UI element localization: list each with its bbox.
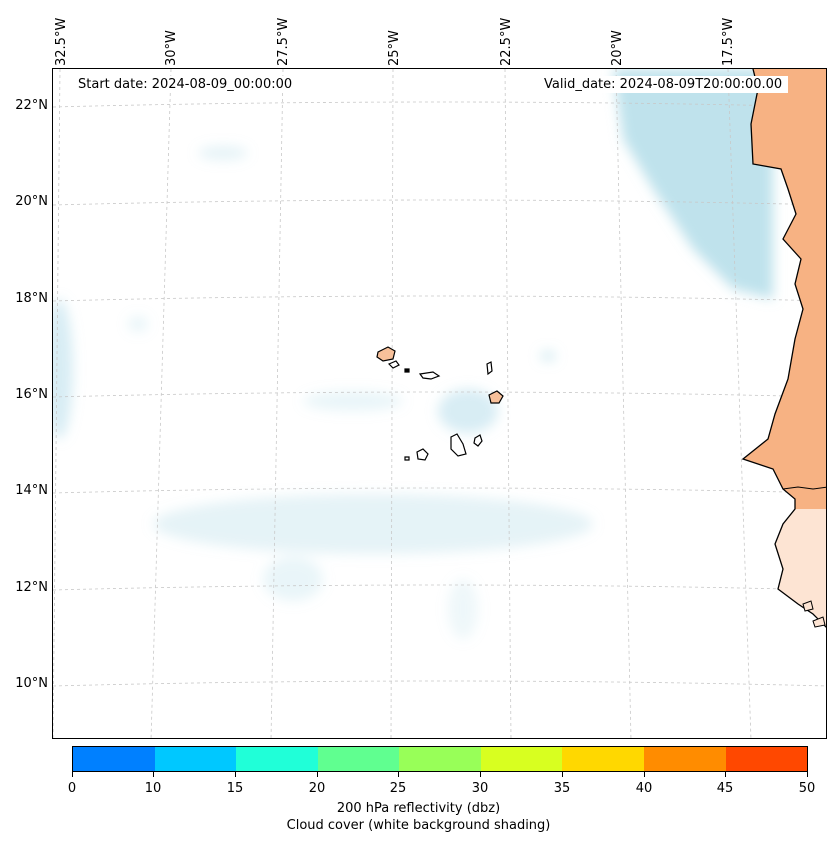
- map-panel: [52, 68, 827, 739]
- cape-verde-islands: [376, 346, 504, 461]
- colorbar-segment: [725, 747, 808, 771]
- africa-land-south: [775, 509, 826, 627]
- colorbar-tickmark: [725, 772, 726, 777]
- lon-label-20w: 20°W: [610, 30, 625, 66]
- lat-label-18n: 18°N: [15, 291, 48, 306]
- cloud-south-streak: [448, 579, 478, 639]
- colorbar-tick-label: 0: [67, 781, 77, 796]
- colorbar-segment: [154, 747, 237, 771]
- colorbar-tick-label: 50: [798, 781, 816, 796]
- cloud-band-south: [153, 494, 593, 554]
- colorbar-tickmark: [72, 772, 73, 777]
- colorbar-tickmark: [807, 772, 808, 777]
- colorbar-segment: [236, 747, 318, 771]
- colorbar: [72, 746, 808, 772]
- lat-label-12n: 12°N: [15, 580, 48, 595]
- island-brava: [404, 456, 410, 461]
- colorbar-tickmark: [398, 772, 399, 777]
- colorbar-subtitle: Cloud cover (white background shading): [286, 818, 551, 833]
- colorbar-tick-label: 15: [226, 781, 244, 796]
- lon-label-30w: 30°W: [164, 30, 179, 66]
- colorbar-tickmark: [317, 772, 318, 777]
- island-maio: [473, 434, 483, 447]
- colorbar-tick-label: 35: [553, 781, 571, 796]
- lat-label-16n: 16°N: [15, 387, 48, 402]
- colorbar-segment: [562, 747, 644, 771]
- cloud-west-edge: [53, 299, 73, 439]
- colorbar-tick-label: 30: [471, 781, 489, 796]
- cloud-cover-layer: [53, 69, 773, 639]
- cloud-small-east: [540, 351, 556, 361]
- bissagos-islands: [802, 600, 826, 628]
- colorbar-tick-label: 20: [308, 781, 326, 796]
- cloud-northeast: [613, 69, 773, 299]
- colorbar-title: 200 hPa reflectivity (dbz): [336, 801, 501, 816]
- cloud-southwest: [263, 557, 323, 601]
- island-boa-vista: [488, 390, 504, 404]
- colorbar-segment: [643, 747, 726, 771]
- colorbar-segment: [399, 747, 481, 771]
- colorbar-tick-label: 45: [716, 781, 734, 796]
- island-sao-vicente: [387, 360, 400, 369]
- colorbar-tick-label: 25: [389, 781, 407, 796]
- cloud-central-west: [303, 391, 403, 411]
- lon-label-22-5w: 22.5°W: [499, 17, 514, 66]
- africa-land-north: [743, 69, 826, 509]
- lat-label-10n: 10°N: [15, 676, 48, 691]
- lat-label-22n: 22°N: [15, 98, 48, 113]
- island-sal: [486, 361, 493, 376]
- lon-label-27-5w: 27.5°W: [276, 17, 291, 66]
- colorbar-tick-label: 10: [144, 781, 162, 796]
- colorbar-tickmark: [235, 772, 236, 777]
- lon-label-17-5w: 17.5°W: [721, 17, 736, 66]
- lon-label-32-5w: 32.5°W: [54, 17, 69, 66]
- island-santo-antao: [376, 346, 396, 362]
- colorbar-tickmark: [480, 772, 481, 777]
- start-date-label: Start date: 2024-08-09_00:00:00: [72, 76, 299, 93]
- colorbar-segment: [480, 747, 563, 771]
- lon-label-25w: 25°W: [387, 30, 402, 66]
- island-santa-luzia: [404, 368, 410, 373]
- lat-label-20n: 20°N: [15, 194, 48, 209]
- graticule: [53, 69, 826, 738]
- colorbar-tick-label: 40: [635, 781, 653, 796]
- colorbar-segment: [317, 747, 400, 771]
- colorbar-segment: [73, 747, 155, 771]
- colorbar-tickmark: [644, 772, 645, 777]
- map-canvas: [53, 69, 826, 738]
- lat-label-14n: 14°N: [15, 483, 48, 498]
- colorbar-tickmark: [153, 772, 154, 777]
- island-fogo: [416, 448, 429, 461]
- colorbar-tickmark: [562, 772, 563, 777]
- cloud-small-north: [198, 146, 248, 160]
- island-santiago: [450, 433, 467, 457]
- africa-coastline: [741, 69, 826, 628]
- cloud-central: [438, 389, 498, 433]
- island-sao-nicolau: [418, 371, 441, 380]
- gambia-river: [782, 486, 826, 490]
- cloud-small-west: [128, 316, 148, 332]
- valid-date-label: Valid_date: 2024-08-09T20:00:00.00: [538, 76, 789, 93]
- africa-coast: [741, 69, 826, 628]
